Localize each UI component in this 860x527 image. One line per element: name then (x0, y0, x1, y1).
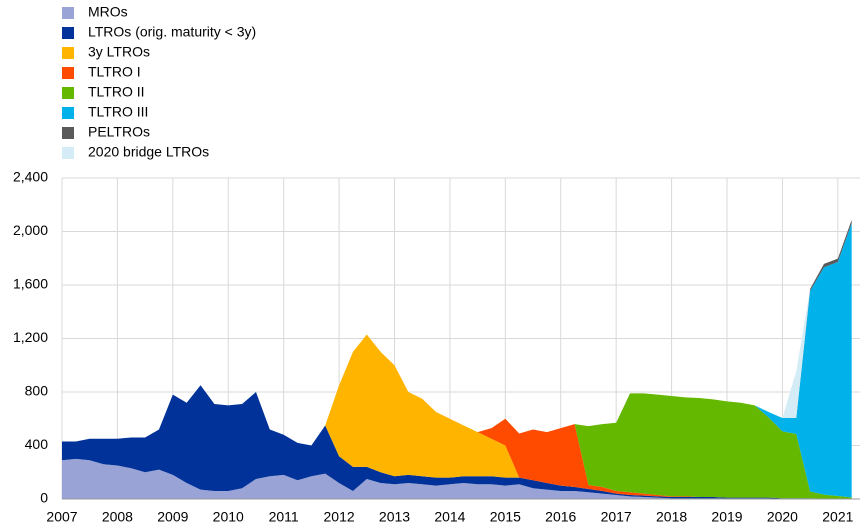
x-tick-label: 2010 (213, 509, 244, 525)
legend-label: 2020 bridge LTROs (88, 144, 209, 160)
legend-swatch (62, 7, 74, 19)
legend-swatch (62, 147, 74, 159)
y-tick-label: 1,600 (13, 276, 48, 292)
x-tick-label: 2013 (379, 509, 410, 525)
legend-label: PELTROs (88, 124, 150, 140)
x-tick-label: 2016 (545, 509, 576, 525)
x-tick-label: 2008 (102, 509, 133, 525)
legend-swatch (62, 27, 74, 39)
x-tick-label: 2007 (46, 509, 77, 525)
legend-swatch (62, 87, 74, 99)
area (62, 458, 852, 499)
area (62, 334, 852, 499)
x-tick-label: 2015 (490, 509, 521, 525)
y-tick-label: 0 (40, 490, 48, 506)
x-tick-label: 2012 (324, 509, 355, 525)
y-tick-label: 1,200 (13, 329, 48, 345)
x-tick-label: 2021 (822, 509, 853, 525)
x-tick-label: 2014 (434, 509, 465, 525)
legend-label: TLTRO II (88, 84, 145, 100)
x-tick-label: 2020 (767, 509, 798, 525)
x-tick-label: 2009 (157, 509, 188, 525)
area (62, 385, 852, 499)
y-tick-label: 400 (25, 436, 49, 452)
x-tick-label: 2018 (656, 509, 687, 525)
legend-label: MROs (88, 4, 128, 20)
legend-label: TLTRO I (88, 64, 141, 80)
legend-swatch (62, 67, 74, 79)
legend-swatch (62, 107, 74, 119)
legend-label: LTROs (orig. maturity < 3y) (88, 24, 256, 40)
x-tick-label: 2019 (711, 509, 742, 525)
legend-swatch (62, 127, 74, 139)
area (62, 334, 852, 499)
y-tick-label: 2,000 (13, 222, 48, 238)
y-tick-label: 2,400 (13, 169, 48, 185)
legend-label: TLTRO III (88, 104, 148, 120)
legend-swatch (62, 47, 74, 59)
x-tick-label: 2011 (269, 509, 299, 525)
x-tick-label: 2017 (601, 509, 632, 525)
legend-label: 3y LTROs (88, 44, 150, 60)
y-tick-label: 800 (25, 383, 49, 399)
